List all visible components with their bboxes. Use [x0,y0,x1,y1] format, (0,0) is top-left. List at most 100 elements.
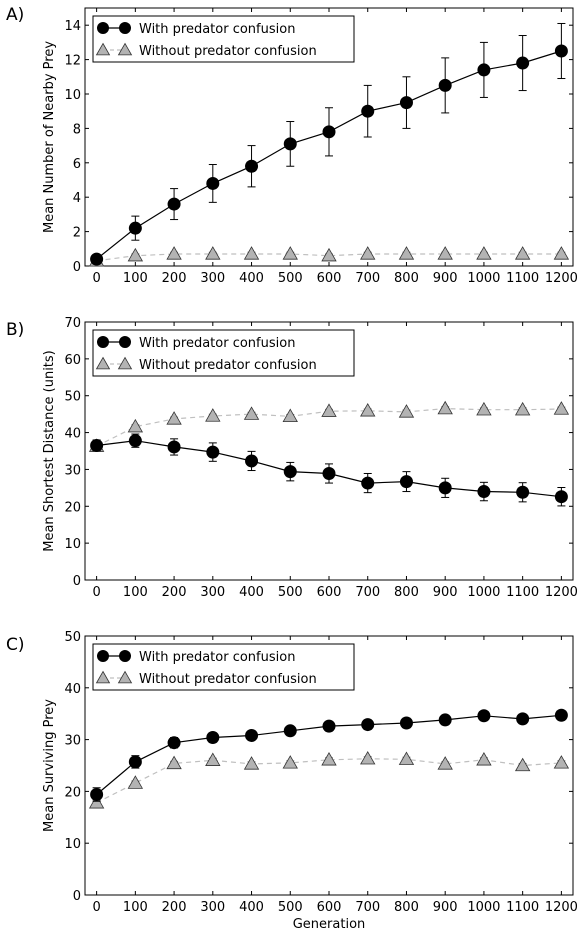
data-point [245,159,259,173]
legend-marker [117,42,133,56]
x-tick-label: 200 [162,900,187,915]
x-tick-label: 0 [92,271,100,286]
legend-marker [119,22,131,34]
data-point [477,485,491,499]
data-point [321,247,337,262]
data-point [283,137,297,151]
x-tick-label: 900 [433,585,458,600]
data-point [516,712,530,726]
x-tick-label: 900 [433,900,458,915]
x-tick-label: 500 [278,585,303,600]
data-point [128,434,142,448]
data-point [360,246,376,260]
data-point [283,724,297,738]
data-point [206,176,220,190]
data-point [360,403,376,417]
legend-box [92,329,355,377]
data-point [321,403,337,417]
data-point [322,719,336,733]
legend-box [92,15,355,63]
x-tick-label: 900 [433,271,458,286]
y-tick-label: 20 [64,500,81,515]
data-point [477,709,491,723]
series-with-confusion [90,708,568,802]
y-tick-label: 0 [73,574,81,589]
x-tick-label: 300 [200,271,225,286]
legend-marker [117,356,133,370]
x-axis-label: Generation [293,917,366,932]
y-tick-label: 50 [64,630,81,645]
data-point [554,490,568,504]
y-tick-label: 10 [64,837,81,852]
x-tick-label: 800 [394,585,419,600]
data-point [321,751,337,766]
series-without-confusion [88,750,570,809]
y-tick-label: 14 [64,19,81,34]
data-point [554,708,568,722]
x-tick-label: 0 [92,585,100,600]
data-point [166,755,182,770]
y-tick-label: 70 [64,316,81,331]
data-point [282,755,298,769]
data-point [245,728,259,742]
legend-box [92,643,355,691]
data-point [437,756,453,770]
data-point [166,246,182,260]
data-point [514,757,531,772]
x-tick-label: 1200 [545,271,578,286]
data-point [516,56,530,70]
x-tick-label: 600 [317,271,342,286]
x-tick-label: 200 [162,585,187,600]
legend-label: Without predator confusion [139,672,317,687]
legend-entry: With predator confusion [97,650,295,665]
legend-marker [97,650,109,662]
legend-label: With predator confusion [139,336,295,351]
data-point [476,401,492,416]
data-point [167,736,181,750]
legend-marker [97,336,109,348]
data-point [399,475,413,489]
data-point [476,246,492,260]
legend-entry: Without predator confusion [95,356,317,373]
x-tick-label: 100 [123,271,148,286]
panel-label: C) [6,635,25,655]
y-tick-label: 30 [64,463,81,478]
x-tick-label: 700 [355,900,380,915]
series-with-confusion [90,22,568,266]
x-tick-label: 700 [355,271,380,286]
legend-marker [95,42,111,56]
data-point [398,404,415,418]
data-point [553,401,570,415]
x-tick-label: 1000 [467,585,500,600]
data-point [127,418,144,433]
panel-label: A) [6,5,24,25]
y-tick-label: 20 [64,785,81,800]
legend-marker [95,356,111,370]
data-point [476,751,492,766]
legend-marker [117,670,133,684]
y-tick-label: 10 [64,537,81,552]
y-tick-label: 50 [64,390,81,405]
x-tick-label: 800 [394,900,419,915]
data-point [243,406,260,420]
data-point [361,718,375,732]
y-tick-label: 10 [64,88,81,103]
data-point [127,247,144,262]
series-without-confusion [88,400,570,452]
data-point [88,794,105,809]
legend-label: With predator confusion [139,22,295,37]
legend-label: Without predator confusion [139,44,317,59]
data-point [127,775,144,789]
y-tick-label: 8 [73,122,81,137]
data-point [245,454,259,468]
x-tick-label: 400 [239,900,264,915]
data-point [128,755,142,769]
x-tick-label: 500 [278,271,303,286]
data-point [205,408,221,422]
x-tick-label: 300 [200,585,225,600]
x-tick-label: 1000 [467,271,500,286]
legend: With predator confusion Without predator … [92,329,355,377]
y-tick-label: 0 [73,260,81,275]
x-tick-label: 600 [317,900,342,915]
